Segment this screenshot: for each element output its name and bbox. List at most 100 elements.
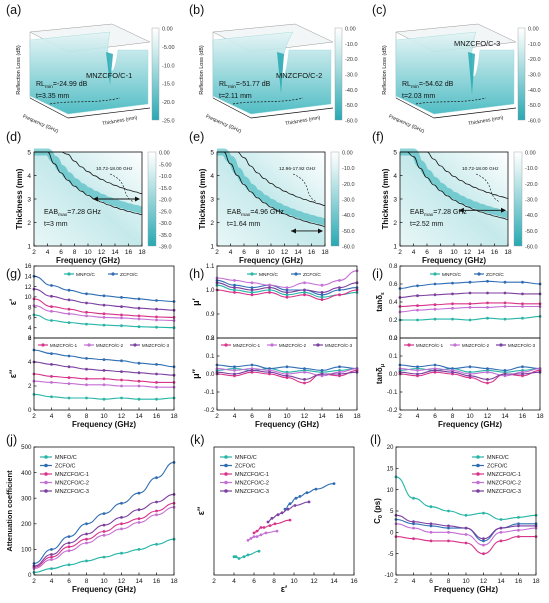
panel-f-thickness-note: t=2.52 mm bbox=[410, 221, 443, 228]
panel-h-top-legend-label-zcfo-c: ZCFO/C bbox=[303, 272, 321, 278]
panel-i-top-point-mnzcfo-c-3 bbox=[416, 294, 419, 298]
panel-k-point-mnzcfo-c-3 bbox=[276, 513, 280, 517]
panel-k-legend-marker-mnzcfo-c-3 bbox=[224, 489, 228, 493]
panel-i-bottom-point-zcfo-c bbox=[433, 363, 437, 367]
panel-g-bottom-point-mnzcfo-c-3 bbox=[50, 363, 53, 366]
panel-g-xtick-label: 10 bbox=[100, 413, 108, 420]
panel-j-ytick-label: 500 bbox=[21, 444, 32, 451]
panel-l-point-mnzcfo-c-3 bbox=[447, 524, 450, 528]
panel-c-sample-label: MNZCFO/C-3 bbox=[454, 39, 500, 48]
panel-i-xlabel: Frequency (GHz) bbox=[438, 420, 502, 429]
panel-k-point-mnfo-c bbox=[257, 549, 261, 553]
panel-i-top-ytick-label: 0.8 bbox=[389, 263, 398, 270]
panel-c-colorbar bbox=[517, 27, 526, 121]
panel-g-bottom-ytick-label: 2 bbox=[28, 383, 32, 390]
panel-j-point-zcfo-c bbox=[155, 476, 158, 480]
panel-b-colorbar-tick: -30.0 bbox=[345, 73, 358, 79]
panel-e-colorbar-tick: -60.0 bbox=[342, 245, 355, 251]
panel-i-bottom-point-mnzcfo-c-1 bbox=[486, 381, 489, 385]
panel-b-projected-contour bbox=[232, 97, 304, 105]
panel-k-legend-label-mnzcfo-c-1: MNZCFO/C-1 bbox=[235, 472, 269, 478]
panel-g-top-point-mnzcfo-c-3 bbox=[137, 306, 141, 310]
panel-i-top-point-zcfo-c bbox=[486, 279, 489, 283]
panel-j-point-mnzcfo-c-3 bbox=[155, 500, 158, 504]
panel-h-top-point-zcfo-c bbox=[250, 286, 254, 289]
panel-h-bottom-legend-label-mnzcfo-c-3: MNZCFO/C-3 bbox=[325, 343, 353, 348]
panel-d-band-label: 10.72-18.00 GHz bbox=[96, 166, 133, 172]
panel-f-ylabel: Thickness (mm) bbox=[381, 168, 390, 229]
panel-h-xlabel: Frequency (GHz) bbox=[255, 420, 319, 429]
panel-h-bottom-point-zcfo-c bbox=[338, 365, 341, 369]
panel-h-top-point-mnzcfo-c-2 bbox=[250, 281, 254, 285]
panel-g-xtick-label: 14 bbox=[135, 413, 143, 420]
panel-d-eab-arrowhead-left bbox=[92, 196, 98, 202]
panel-g-top-point-mnfo-c bbox=[67, 321, 71, 324]
panel-i-top-ytick-label: 0.4 bbox=[389, 299, 398, 306]
panel-k-point-mnzcfo-c-2 bbox=[264, 531, 268, 535]
panel-i-bottom-point-zcfo-c bbox=[521, 365, 524, 369]
panel-c-rl-surface bbox=[395, 31, 515, 115]
panel-i-top-point-mnfo-c bbox=[486, 316, 489, 320]
panel-k-point-zcfo-c bbox=[314, 487, 318, 491]
panel-d-xtick-label: 10 bbox=[84, 249, 92, 256]
panel-k-point-mnzcfo-c-1 bbox=[255, 529, 259, 533]
panel-f-colorbar-tick: -40.0 bbox=[525, 213, 538, 219]
panel-k-xtick-label: 2 bbox=[212, 578, 216, 585]
panel-k-point-mnzcfo-c-3 bbox=[307, 500, 311, 504]
panel-l-legend-label-mnzcfo-c-2: MNZCFO/C-2 bbox=[487, 481, 521, 487]
panel-d-xtick-label: 14 bbox=[111, 249, 119, 256]
panel-d-ytick-label: 2 bbox=[27, 220, 31, 227]
panel-f-letter: (f) bbox=[372, 130, 384, 144]
panel-l-ytick-label: 0 bbox=[390, 530, 394, 537]
panel-f-xtick-label: 12 bbox=[464, 249, 472, 256]
panel-h-top-ytick-label: 1.0 bbox=[206, 287, 215, 294]
panel-i-top-point-mnzcfo-c-1 bbox=[468, 302, 472, 306]
panel-f-absorption-band bbox=[399, 148, 509, 219]
panel-l-point-mnfo-c bbox=[429, 505, 433, 509]
panel-l-point-mnfo-c bbox=[482, 511, 485, 515]
panel-e-xtick-label: 4 bbox=[229, 249, 233, 256]
panel-g-bottom-legend-marker-mnzcfo-c-2 bbox=[87, 343, 91, 347]
panel-g-bottom-point-mnfo-c bbox=[120, 396, 123, 400]
panel-c-colorbar-tick: -30.0 bbox=[528, 73, 541, 79]
panel-g-top-point-mnfo-c bbox=[120, 324, 123, 328]
panel-e-colorbar-tick: -20.0 bbox=[342, 182, 355, 188]
panel-l-legend-label-mnzcfo-c-1: MNZCFO/C-1 bbox=[487, 472, 521, 478]
panel-i-top-point-mnzcfo-c-3 bbox=[468, 291, 472, 295]
panel-d-xtick-label: 18 bbox=[138, 249, 146, 256]
panel-l-point-mnfo-c bbox=[517, 516, 520, 519]
panel-i-bottom-point-mnzcfo-c-2 bbox=[416, 369, 419, 372]
panel-b-colorbar-tick: -60.0 bbox=[345, 119, 358, 125]
panel-g-bottom-point-mnzcfo-c-1 bbox=[50, 375, 53, 378]
panel-g-bottom-point-mnzcfo-c-1 bbox=[67, 376, 71, 379]
panel-e-xtick-label: 16 bbox=[308, 249, 316, 256]
panel-f-xtick-label: 4 bbox=[412, 249, 416, 256]
panel-h-bottom-ytick-label: 0.1 bbox=[206, 353, 215, 360]
panel-i-top-legend-label-zcfo-c: ZCFO/C bbox=[486, 272, 504, 278]
panel-i-top-point-mnzcfo-c-2 bbox=[416, 308, 419, 312]
panel-d-colorbar-tick: -15.0 bbox=[159, 186, 172, 192]
panel-l-point-mnzcfo-c-1 bbox=[482, 552, 485, 556]
panel-h-top-point-mnzcfo-c-3 bbox=[303, 288, 306, 292]
panel-d-thickness-note: t=3 mm bbox=[44, 221, 68, 228]
panel-j-point-zcfo-c bbox=[50, 548, 53, 551]
panel-k-xtick-label: 12 bbox=[310, 578, 318, 585]
panel-h-top-point-mnzcfo-c-1 bbox=[338, 293, 341, 297]
panel-i-top-point-mnzcfo-c-3 bbox=[433, 293, 437, 297]
panel-k-xlabel: ε′ bbox=[281, 584, 287, 594]
panel-k-series-zcfo-c bbox=[284, 483, 335, 510]
panel-l-point-zcfo-c bbox=[412, 522, 415, 526]
panel-j-legend-marker-mnzcfo-c-1 bbox=[44, 472, 48, 476]
panel-g-top-point-mnzcfo-c-2 bbox=[67, 312, 71, 316]
panel-k-xtick-label: 10 bbox=[290, 578, 298, 585]
panel-e-eab-label: EABmax=4.96 GHz bbox=[227, 209, 284, 218]
panel-j-point-mnzcfo-c-2 bbox=[155, 513, 158, 517]
panel-f-colorbar-tick: -20.0 bbox=[525, 182, 538, 188]
panel-g-bottom-point-mnfo-c bbox=[155, 397, 158, 401]
panel-e-xtick-label: 14 bbox=[294, 249, 302, 256]
panel-j-point-mnzcfo-c-2 bbox=[120, 527, 123, 531]
panel-i-top-point-mnzcfo-c-1 bbox=[486, 301, 489, 305]
panel-k-xtick-label: 16 bbox=[350, 578, 358, 585]
panel-l-ytick-label: 20 bbox=[387, 444, 394, 451]
panel-j-ylabel: Attenuation coefficient bbox=[5, 470, 14, 552]
